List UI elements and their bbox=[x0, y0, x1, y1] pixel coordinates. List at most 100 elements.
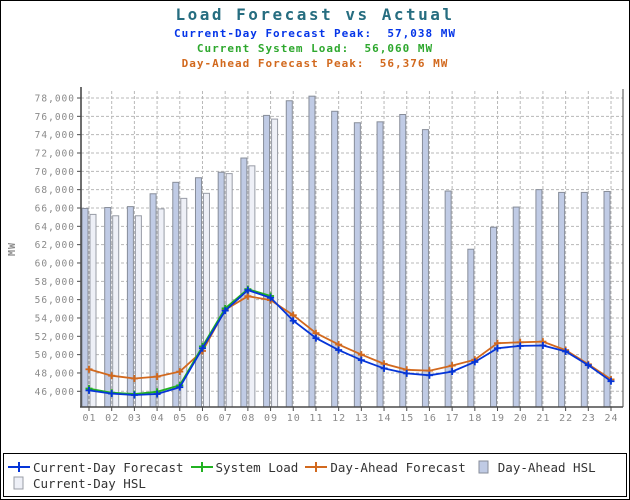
current-system-load-subtitle: Current System Load: 56,060 MW bbox=[196, 42, 434, 55]
bar bbox=[104, 207, 112, 408]
svg-text:50,000: 50,000 bbox=[35, 350, 75, 361]
svg-text:24: 24 bbox=[604, 413, 618, 424]
bar bbox=[81, 207, 89, 408]
legend-item-current-day-hsl: Current-Day HSL bbox=[8, 476, 146, 491]
bar bbox=[112, 215, 120, 408]
legend-row: Current-Day HSL bbox=[8, 476, 622, 491]
legend-item-label: Current-Day Forecast bbox=[33, 459, 184, 475]
svg-text:05: 05 bbox=[173, 413, 187, 424]
svg-text:04: 04 bbox=[151, 413, 165, 424]
svg-text:10: 10 bbox=[287, 413, 301, 424]
x-axis-tick-labels: 01 02 03 04 05 06 07 08 09 10 11 12 13 14 15 16 17 18 19 20… bbox=[82, 413, 618, 424]
bar bbox=[421, 129, 429, 408]
axes bbox=[77, 87, 624, 411]
svg-text:02: 02 bbox=[105, 413, 119, 424]
bar bbox=[353, 122, 361, 408]
svg-text:19: 19 bbox=[491, 413, 505, 424]
bar bbox=[217, 171, 225, 408]
bar bbox=[240, 157, 248, 408]
svg-text:62,000: 62,000 bbox=[35, 240, 75, 251]
svg-text:72,000: 72,000 bbox=[35, 148, 75, 159]
svg-text:07: 07 bbox=[219, 413, 233, 424]
load-chart-plot-area: 46,000 48,000 50,000 52,000 54,000 56,000 58,0… bbox=[7, 87, 624, 424]
legend-row: Current-Day Forecast System Load Day-Ahead… bbox=[8, 460, 622, 475]
svg-text:13: 13 bbox=[355, 413, 369, 424]
svg-text:64,000: 64,000 bbox=[35, 222, 75, 233]
svg-text:56,000: 56,000 bbox=[35, 295, 75, 306]
bar bbox=[202, 192, 210, 408]
vertical-gridlines bbox=[88, 91, 612, 407]
svg-text:15: 15 bbox=[400, 413, 414, 424]
svg-text:68,000: 68,000 bbox=[35, 185, 75, 196]
day-ahead-forecast-line bbox=[85, 292, 615, 383]
bar bbox=[263, 114, 271, 408]
svg-text:03: 03 bbox=[128, 413, 142, 424]
current-day-forecast-line bbox=[85, 286, 615, 399]
svg-text:16: 16 bbox=[423, 413, 437, 424]
bar-swatch-icon bbox=[478, 460, 489, 474]
bar-swatch-icon bbox=[13, 476, 24, 490]
legend-item-day-ahead-hsl: Day-Ahead HSL bbox=[473, 460, 596, 475]
svg-text:22: 22 bbox=[559, 413, 573, 424]
bar bbox=[248, 165, 256, 408]
svg-text:11: 11 bbox=[309, 413, 323, 424]
horizontal-gridlines bbox=[81, 97, 623, 392]
bar bbox=[467, 248, 475, 408]
current-day-forecast-peak-subtitle: Current-Day Forecast Peak: 57,038 MW bbox=[173, 27, 457, 40]
svg-text:20: 20 bbox=[514, 413, 528, 424]
svg-text:01: 01 bbox=[82, 413, 96, 424]
legend-item-label: Day-Ahead HSL bbox=[497, 459, 596, 475]
y-axis-tick-labels: 46,000 48,000 50,000 52,000 54,000 56,000 58,0… bbox=[35, 94, 75, 398]
bar bbox=[271, 118, 279, 408]
bar bbox=[89, 213, 97, 408]
bar bbox=[308, 95, 316, 408]
line-swatch-icon bbox=[190, 462, 213, 472]
svg-text:17: 17 bbox=[446, 413, 460, 424]
svg-text:66,000: 66,000 bbox=[35, 203, 75, 214]
svg-text:23: 23 bbox=[582, 413, 596, 424]
legend-item-day-ahead-forecast: Day-Ahead Forecast bbox=[305, 459, 466, 475]
bar bbox=[444, 190, 452, 408]
chart-title: Load Forecast vs Actual bbox=[175, 5, 455, 24]
legend-item-label: Day-Ahead Forecast bbox=[330, 459, 466, 475]
bar bbox=[399, 113, 407, 408]
bar bbox=[512, 206, 520, 408]
svg-text:06: 06 bbox=[196, 413, 210, 424]
svg-text:78,000: 78,000 bbox=[35, 94, 75, 105]
bar bbox=[194, 177, 202, 408]
line-swatch-icon bbox=[8, 462, 30, 472]
line-swatch-icon bbox=[305, 462, 328, 472]
svg-text:14: 14 bbox=[378, 413, 392, 424]
day-ahead-forecast-peak-subtitle: Day-Ahead Forecast Peak: 56,376 MW bbox=[181, 57, 449, 70]
svg-text:12: 12 bbox=[332, 413, 346, 424]
legend-item-current-day-forecast: Current-Day Forecast bbox=[8, 460, 184, 475]
svg-text:08: 08 bbox=[241, 413, 255, 424]
svg-text:21: 21 bbox=[536, 413, 550, 424]
svg-text:52,000: 52,000 bbox=[35, 332, 75, 343]
chart-legend: Current-Day Forecast System Load Day-Ahead… bbox=[3, 453, 627, 497]
svg-text:60,000: 60,000 bbox=[35, 258, 75, 269]
svg-text:18: 18 bbox=[468, 413, 482, 424]
legend-item-label: Current-Day HSL bbox=[33, 475, 146, 491]
svg-text:54,000: 54,000 bbox=[35, 313, 75, 324]
svg-text:74,000: 74,000 bbox=[35, 130, 75, 141]
bar bbox=[490, 226, 498, 408]
y-axis-label: MW bbox=[7, 242, 18, 256]
bar bbox=[331, 110, 339, 408]
legend-item-label: System Load bbox=[215, 459, 299, 475]
svg-text:76,000: 76,000 bbox=[35, 112, 75, 123]
svg-text:09: 09 bbox=[264, 413, 278, 424]
bar bbox=[580, 191, 588, 408]
legend-item-system-load: System Load bbox=[190, 459, 299, 475]
bar bbox=[558, 191, 566, 408]
bar bbox=[149, 193, 157, 408]
svg-text:48,000: 48,000 bbox=[35, 368, 75, 379]
svg-text:70,000: 70,000 bbox=[35, 167, 75, 178]
current-day-hsl-bars bbox=[89, 118, 279, 408]
bar bbox=[285, 100, 293, 408]
svg-text:46,000: 46,000 bbox=[35, 387, 75, 398]
bar bbox=[225, 173, 233, 408]
svg-text:58,000: 58,000 bbox=[35, 277, 75, 288]
bar bbox=[535, 189, 543, 408]
